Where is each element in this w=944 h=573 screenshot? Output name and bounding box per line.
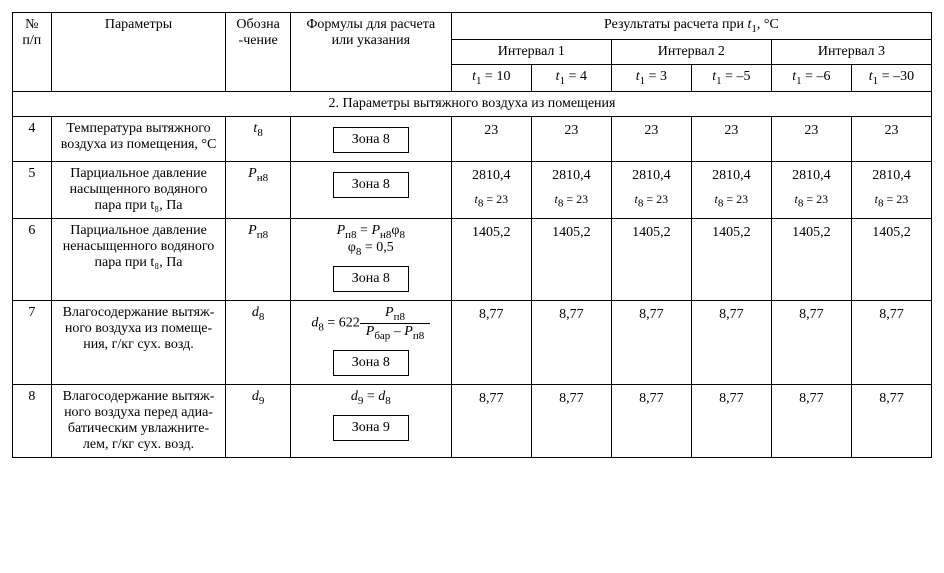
row-param: Температура вытяжного воздуха из помещен… [51,116,226,161]
row-formula: Зона 8 [290,116,451,161]
value-cell: 23 [771,116,851,161]
table-row: 8Влагосодержание вытяж­ного воздуха пере… [13,384,932,457]
row-formula: d9 = d8Зона 9 [290,384,451,457]
value-cell: 8,77 [691,301,771,385]
row-param: Влагосодержание вытяж­ного воздуха из по… [51,301,226,385]
col-param-header: Параметры [51,13,226,92]
zone-box: Зона 8 [333,127,409,153]
row-number: 5 [13,161,52,218]
value-cell: 8,77 [451,384,531,457]
t-val-2: 3 [660,69,667,84]
row-param: Парциальное давление насыщенного водяног… [51,161,226,218]
value-cell: 2810,4t8 = 23 [691,161,771,218]
section-title: 2. Параметры вытяжного воздуха из помеще… [13,91,932,116]
row-symbol: d9 [226,384,290,457]
row-symbol: Pн8 [226,161,290,218]
value-cell: 8,77 [851,301,931,385]
col-results-header: Результаты расчета при t1, °C [451,13,931,40]
t-header-1: t1 = 4 [531,64,611,91]
value-cell: 1405,2 [691,218,771,301]
value-cell: 23 [851,116,931,161]
zone-box: Зона 8 [333,172,409,198]
row-number: 8 [13,384,52,457]
row-symbol: d8 [226,301,290,385]
table-row: 7Влагосодержание вытяж­ного воздуха из п… [13,301,932,385]
value-cell: 2810,4t8 = 23 [451,161,531,218]
section-title-row: 2. Параметры вытяжного воздуха из помеще… [13,91,932,116]
col-formula-header: Формулы для расчета или указания [290,13,451,92]
value-cell: 8,77 [691,384,771,457]
row-param: Парциальное давление ненасыщенного водян… [51,218,226,301]
t-val-3: –5 [737,69,751,84]
value-cell: 8,77 [771,384,851,457]
t-header-2: t1 = 3 [611,64,691,91]
value-cell: 1405,2 [771,218,851,301]
interval-3-header: Интервал 3 [771,39,931,64]
zone-box: Зона 8 [333,266,409,292]
row-symbol: Pп8 [226,218,290,301]
value-cell: 23 [691,116,771,161]
value-cell: 2810,4t8 = 23 [531,161,611,218]
t-val-4: –6 [817,69,831,84]
col-num-header: № п/п [13,13,52,92]
row-symbol: t8 [226,116,290,161]
value-cell: 1405,2 [451,218,531,301]
col-symbol-header: Обозна -чение [226,13,290,92]
value-cell: 2810,4t8 = 23 [611,161,691,218]
row-formula: Pп8 = Pн8φ8φ8 = 0,5Зона 8 [290,218,451,301]
table-row: 6Парциальное давление ненасыщенного водя… [13,218,932,301]
row-number: 6 [13,218,52,301]
value-cell: 8,77 [531,301,611,385]
interval-1-header: Интервал 1 [451,39,611,64]
value-cell: 1405,2 [851,218,931,301]
zone-box: Зона 9 [333,415,409,441]
results-title-prefix: Результаты расчета при [604,17,748,32]
t-val-0: 10 [496,69,510,84]
value-cell: 8,77 [771,301,851,385]
value-cell: 1405,2 [611,218,691,301]
table-row: 4Температура вытяжного воздуха из помеще… [13,116,932,161]
value-cell: 2810,4t8 = 23 [771,161,851,218]
value-cell: 8,77 [851,384,931,457]
table-row: 5Парциальное давление насыщенного водяно… [13,161,932,218]
t-header-4: t1 = –6 [771,64,851,91]
row-param: Влагосодержание вытяж­ного воздуха перед… [51,384,226,457]
value-cell: 23 [611,116,691,161]
value-cell: 8,77 [611,384,691,457]
interval-2-header: Интервал 2 [611,39,771,64]
value-cell: 23 [451,116,531,161]
row-number: 4 [13,116,52,161]
t-header-0: t1 = 10 [451,64,531,91]
value-cell: 23 [531,116,611,161]
row-number: 7 [13,301,52,385]
row-formula: d8 = 622Pп8Pбар – Pп8Зона 8 [290,301,451,385]
value-cell: 8,77 [451,301,531,385]
calc-table: № п/п Параметры Обозна -чение Формулы дл… [12,12,932,458]
value-cell: 2810,4t8 = 23 [851,161,931,218]
row-formula: Зона 8 [290,161,451,218]
zone-box: Зона 8 [333,350,409,376]
t-val-5: –30 [893,69,914,84]
t-val-1: 4 [580,69,587,84]
value-cell: 8,77 [531,384,611,457]
value-cell: 1405,2 [531,218,611,301]
t-header-5: t1 = –30 [851,64,931,91]
value-cell: 8,77 [611,301,691,385]
t-header-3: t1 = –5 [691,64,771,91]
